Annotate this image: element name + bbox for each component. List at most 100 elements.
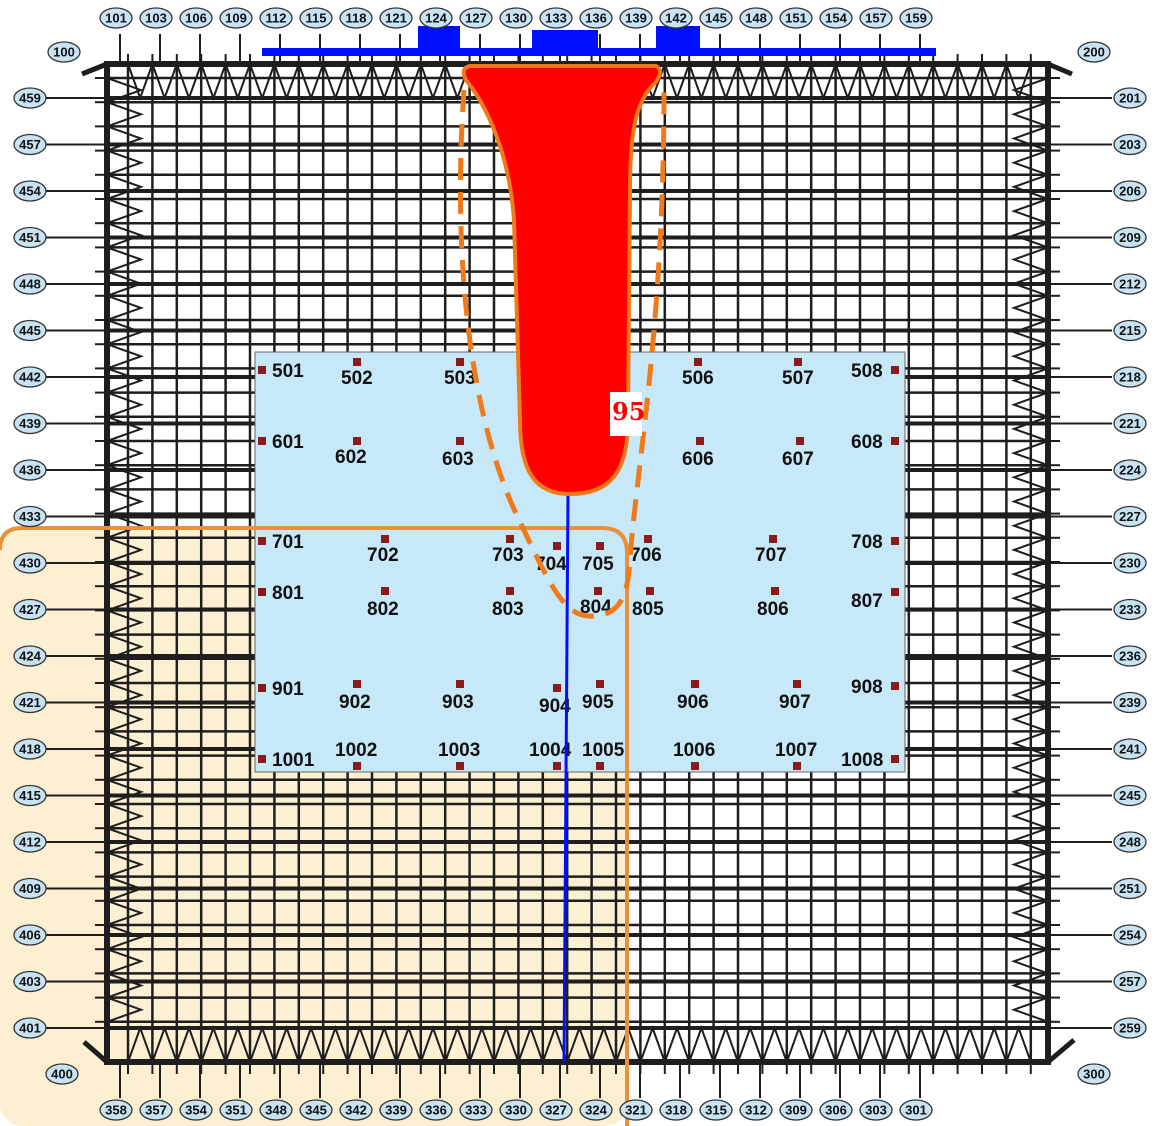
top-label-115-oval: [299, 7, 333, 29]
zigzag-edge: [106, 77, 144, 1023]
left-label-406-oval: [13, 924, 47, 946]
bottom-label-333-text: 333: [465, 1103, 487, 1118]
bottom-label-306-text: 306: [825, 1103, 847, 1118]
right-label-259: 259: [1113, 1017, 1147, 1039]
bottom-label-336: 336: [419, 1099, 453, 1121]
right-label-203-text: 203: [1119, 137, 1141, 152]
left-label-454: 454: [13, 180, 47, 202]
right-label-245-oval: [1113, 784, 1147, 807]
bottom-label-348: 348: [259, 1099, 293, 1121]
zigzag-edge: [1011, 77, 1049, 1023]
sensor-707-label: 707: [755, 545, 787, 566]
right-label-201-text: 201: [1119, 91, 1141, 106]
top-label-136: 136: [579, 7, 613, 29]
right-label-239-text: 239: [1119, 695, 1141, 710]
top-label-106-text: 106: [185, 11, 207, 26]
left-label-445-oval: [13, 319, 47, 342]
bottom-label-301: 301: [899, 1099, 933, 1121]
sensor-1008-marker: [891, 755, 899, 763]
left-label-442: 442: [13, 366, 47, 388]
bottom-label-333-oval: [459, 1099, 493, 1121]
shaded-region-border: [0, 526, 629, 1126]
sensor-702-marker: [381, 535, 389, 543]
left-label-421: 421: [13, 691, 47, 714]
right-label-251-oval: [1113, 877, 1147, 900]
corner-label-bottom-left: 400: [45, 1063, 79, 1085]
sensor-908-marker: [891, 682, 899, 690]
top-label-112-text: 112: [266, 11, 287, 26]
top-label-124-text: 124: [425, 11, 447, 26]
corner-label-top-right: 200: [1077, 41, 1111, 63]
left-label-430-oval: [13, 552, 47, 574]
right-label-212: 212: [1113, 273, 1147, 295]
sensor-508-marker: [891, 366, 899, 374]
bottom-label-312-text: 312: [745, 1103, 767, 1118]
sensor-903-marker: [456, 680, 464, 688]
left-label-415: 415: [13, 784, 47, 807]
bottom-label-351-text: 351: [225, 1103, 247, 1118]
left-label-415-text: 415: [19, 788, 41, 803]
left-label-427: 427: [13, 598, 47, 621]
top-label-151-oval: [779, 7, 813, 29]
sensor-503-marker: [456, 358, 464, 366]
top-label-142-text: 142: [665, 11, 687, 26]
right-label-239: 239: [1113, 691, 1147, 714]
bottom-label-324-text: 324: [585, 1103, 607, 1118]
left-label-421-text: 421: [19, 695, 41, 710]
right-label-236-oval: [1113, 645, 1147, 667]
left-label-415-oval: [13, 784, 47, 807]
sensor-705-marker: [596, 542, 604, 550]
left-label-412-oval: [13, 831, 47, 853]
sensor-805-label: 805: [632, 599, 664, 620]
sensor-906-marker: [691, 680, 699, 688]
top-label-145-oval: [699, 7, 733, 29]
bottom-label-303-text: 303: [865, 1103, 887, 1118]
top-label-148-text: 148: [745, 11, 767, 26]
sensor-501-marker: [258, 366, 266, 374]
sensor-901-marker: [258, 684, 266, 692]
right-label-233: 233: [1113, 598, 1147, 621]
left-label-459-text: 459: [19, 91, 41, 106]
left-label-424-text: 424: [19, 649, 41, 664]
bottom-label-345: 345: [299, 1099, 333, 1121]
bottom-label-339-text: 339: [385, 1103, 407, 1118]
sensor-703-marker: [506, 535, 514, 543]
dashed-contour: [457, 89, 667, 619]
right-label-224-oval: [1113, 459, 1147, 481]
top-label-109-oval: [219, 7, 253, 29]
sensor-803-marker: [506, 587, 514, 595]
top-label-121-oval: [379, 7, 413, 29]
heat-zone: [461, 64, 662, 497]
sensor-802-marker: [381, 587, 389, 595]
left-label-401-oval: [13, 1017, 47, 1039]
corner-diagonal: [1047, 61, 1073, 77]
sensor-506-label: 506: [682, 368, 714, 389]
bottom-label-357: 357: [139, 1099, 173, 1121]
right-label-257-oval: [1113, 970, 1147, 993]
top-label-127-text: 127: [465, 11, 487, 26]
corner-diagonal: [81, 61, 108, 77]
sensor-1006-label: 1006: [673, 740, 715, 761]
sensor-704-marker: [553, 542, 561, 550]
right-label-203-oval: [1113, 133, 1147, 156]
left-label-401: 401: [13, 1017, 47, 1039]
right-label-251-text: 251: [1119, 881, 1141, 896]
top-label-106-oval: [179, 7, 213, 29]
top-label-118: 118: [339, 7, 373, 29]
left-label-445: 445: [13, 319, 47, 342]
bottom-label-354: 354: [179, 1099, 213, 1121]
sensor-905-marker: [596, 680, 604, 688]
sensor-601-marker: [258, 437, 266, 445]
corner-label-top-left: 100: [47, 41, 81, 63]
top-label-151: 151: [779, 7, 813, 29]
sensor-708-marker: [891, 537, 899, 545]
corner-label-top-left-text: 100: [53, 45, 75, 60]
right-label-251: 251: [1113, 877, 1147, 900]
left-label-430: 430: [13, 552, 47, 574]
sensor-703-label: 703: [492, 545, 524, 566]
bottom-label-306-oval: [819, 1099, 853, 1121]
sensor-608-marker: [891, 437, 899, 445]
top-label-145-text: 145: [705, 11, 727, 26]
right-label-257: 257: [1113, 970, 1147, 993]
